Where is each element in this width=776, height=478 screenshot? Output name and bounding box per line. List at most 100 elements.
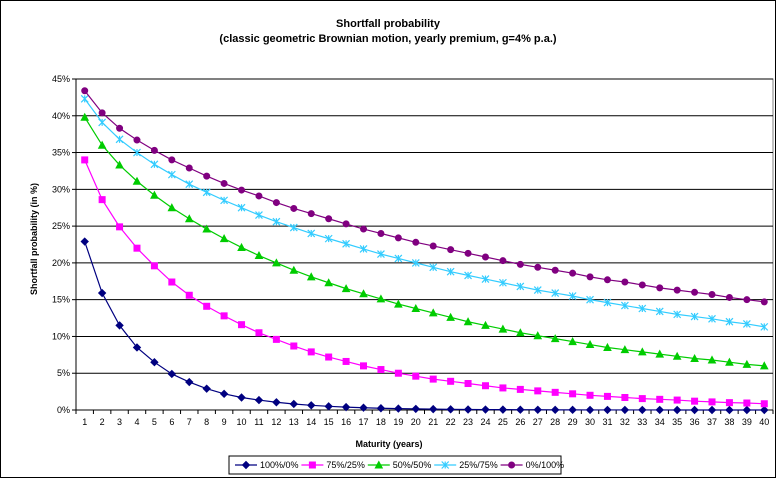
data-point [429,242,437,250]
data-point [272,258,281,267]
data-point [80,237,89,246]
data-point [481,405,490,414]
x-tick-label: 6 [169,417,174,427]
x-tick-label: 35 [672,417,682,427]
data-point [551,289,560,297]
series-100-0 [80,237,769,415]
data-point [637,347,647,356]
data-point [307,210,315,218]
data-point [238,186,246,194]
legend-item-50-50: 50%/50% [367,460,432,470]
data-point [620,405,630,415]
data-point [638,405,647,415]
data-point [586,391,594,399]
data-point [725,293,733,301]
data-point [411,258,420,267]
series-line [84,116,765,367]
data-point [81,87,89,95]
x-tick-label: 27 [533,417,543,427]
data-point [725,405,734,415]
data-point [446,405,455,414]
legend-marker [508,461,516,469]
data-point [760,322,769,331]
data-point [394,299,403,308]
data-point [150,146,158,154]
data-point [290,204,298,212]
x-tick-label: 37 [707,417,717,427]
data-point [708,291,716,299]
data-point [464,271,472,280]
data-point [638,395,646,403]
data-point [550,405,560,415]
data-point [341,284,351,293]
x-tick-label: 39 [742,417,752,427]
data-point [603,405,612,415]
series-line [84,90,765,303]
legend-label: 100%/0% [260,460,299,470]
data-point [98,196,106,204]
data-point [115,321,124,330]
data-point [568,337,577,346]
data-point [150,262,158,270]
data-point [185,377,194,387]
data-point [655,307,664,316]
legend-item-75-25: 75%/25% [301,460,365,470]
data-point [359,289,368,298]
data-point [707,355,717,364]
data-point [412,372,420,380]
data-point [167,170,176,179]
x-tick-label: 4 [134,417,139,427]
data-point [498,405,508,414]
data-point [569,269,577,277]
data-point [673,286,681,294]
data-point [534,263,542,271]
data-point [446,267,455,276]
legend-item-100-0: 100%/0% [235,460,299,470]
data-point [324,402,333,411]
y-tick-label: 30% [52,184,70,194]
legend-label: 50%/50% [393,460,432,470]
y-axis-label: Shortfall probability (in %) [29,183,39,295]
data-point [481,382,489,390]
data-point [377,366,385,374]
data-point [707,405,717,415]
plot-area: 0%5%10%15%20%25%30%35%40%45%1 2 3 4 5 6 7 8 9 10 1… [52,74,774,427]
x-axis-label: Maturity (years) [355,439,422,449]
data-point [255,329,263,337]
data-point [638,304,647,313]
x-tick-label: 7 [187,417,192,427]
data-point [150,160,159,169]
data-point [360,225,368,233]
x-tick-label: 24 [480,417,490,427]
data-point [376,404,386,413]
data-point [116,223,124,231]
x-tick-label: 13 [289,417,299,427]
legend-marker [441,461,450,469]
data-point [255,211,263,220]
data-point [237,393,246,402]
data-point [324,278,333,287]
data-point [219,389,229,399]
data-point [150,190,159,199]
x-tick-label: 9 [222,417,227,427]
data-point [621,393,629,401]
data-point [463,317,473,326]
x-tick-label: 22 [446,417,456,427]
data-point [81,156,89,164]
data-point [725,399,733,407]
y-tick-label: 15% [52,295,70,305]
data-point [168,156,176,164]
data-point [306,272,316,281]
data-point [220,312,228,320]
data-point [760,400,768,408]
x-tick-label: 5 [152,417,157,427]
x-tick-label: 40 [759,417,769,427]
data-point [534,387,542,395]
x-tick-label: 17 [359,417,369,427]
legend-item-0-100: 0%/100% [500,460,564,470]
data-point [185,164,193,172]
data-point [760,298,768,306]
x-tick-label: 15 [324,417,334,427]
data-point [289,223,298,232]
